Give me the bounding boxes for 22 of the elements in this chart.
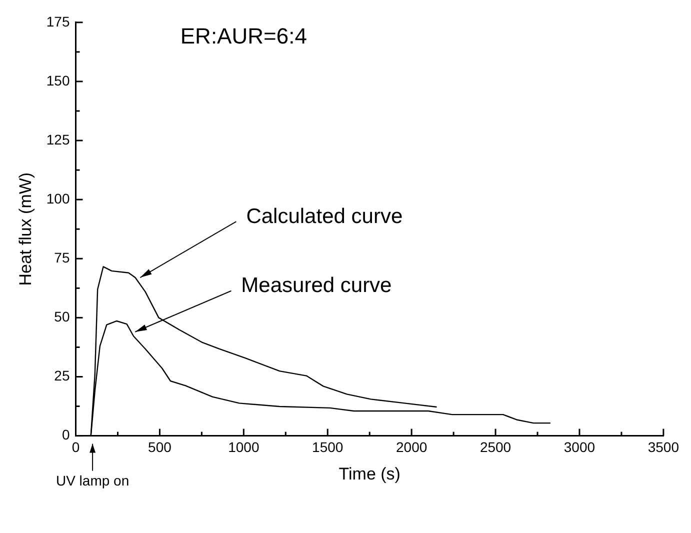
chart-title: ER:AUR=6:4 (180, 23, 307, 48)
y-tick-label: 25 (54, 368, 70, 384)
x-tick-label: 2500 (480, 439, 512, 456)
y-tick-label: 75 (54, 249, 70, 266)
y-tick-label: 150 (46, 72, 70, 88)
x-tick-label: 3000 (564, 439, 596, 456)
y-tick-label: 100 (46, 190, 70, 206)
x-tick-label: 2000 (396, 439, 428, 456)
x-tick-label: 1000 (228, 439, 260, 456)
y-axis-title: Heat flux (mW) (16, 172, 35, 286)
x-tick-label: 0 (72, 439, 80, 456)
y-tick-label: 0 (62, 426, 70, 443)
annotation: UV lamp on (56, 472, 130, 489)
x-tick-label: 3500 (648, 439, 680, 456)
y-tick-label: 50 (54, 308, 70, 325)
annotation: Measured curve (241, 274, 392, 298)
x-axis-title: Time (s) (338, 464, 400, 484)
x-tick-label: 1500 (312, 439, 344, 456)
x-tick-label: 500 (148, 439, 172, 456)
annotation: Calculated curve (246, 204, 403, 228)
y-tick-label: 125 (46, 131, 70, 148)
y-tick-label: 175 (46, 13, 70, 30)
